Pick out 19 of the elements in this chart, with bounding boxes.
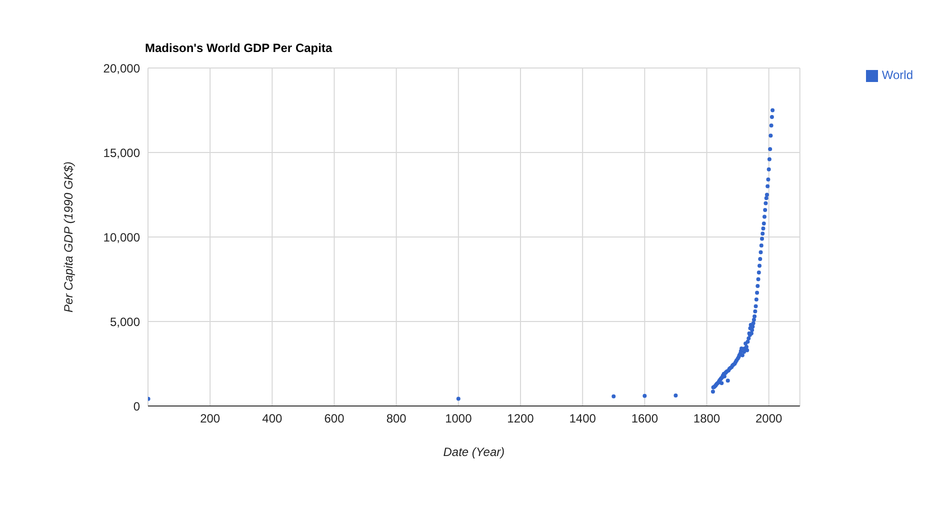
- x-tick-label: 2000: [755, 412, 783, 426]
- x-tick-label: 1200: [507, 412, 534, 426]
- y-tick-label: 15,000: [103, 146, 140, 160]
- x-tick-label: 1600: [631, 412, 658, 426]
- y-tick-label: 20,000: [103, 61, 140, 76]
- y-tick-label: 10,000: [103, 230, 140, 244]
- chart-title: Madison's World GDP Per Capita: [145, 41, 332, 55]
- x-tick-label: 600: [324, 412, 345, 426]
- x-tick-label: 1000: [445, 412, 472, 426]
- x-tick-label: 1400: [569, 412, 596, 426]
- x-tick-label: 1800: [693, 412, 720, 426]
- x-axis-title: Date (Year): [443, 445, 505, 459]
- x-tick-label: 200: [200, 412, 220, 426]
- x-tick-label: 400: [262, 412, 282, 426]
- y-axis-title: Per Capita GDP (1990 GK$): [61, 162, 76, 312]
- x-tick-label: 800: [386, 412, 407, 426]
- y-tick-label: 0: [133, 399, 140, 414]
- y-tick-label: 5,000: [110, 314, 140, 329]
- legend-label: World: [882, 68, 913, 82]
